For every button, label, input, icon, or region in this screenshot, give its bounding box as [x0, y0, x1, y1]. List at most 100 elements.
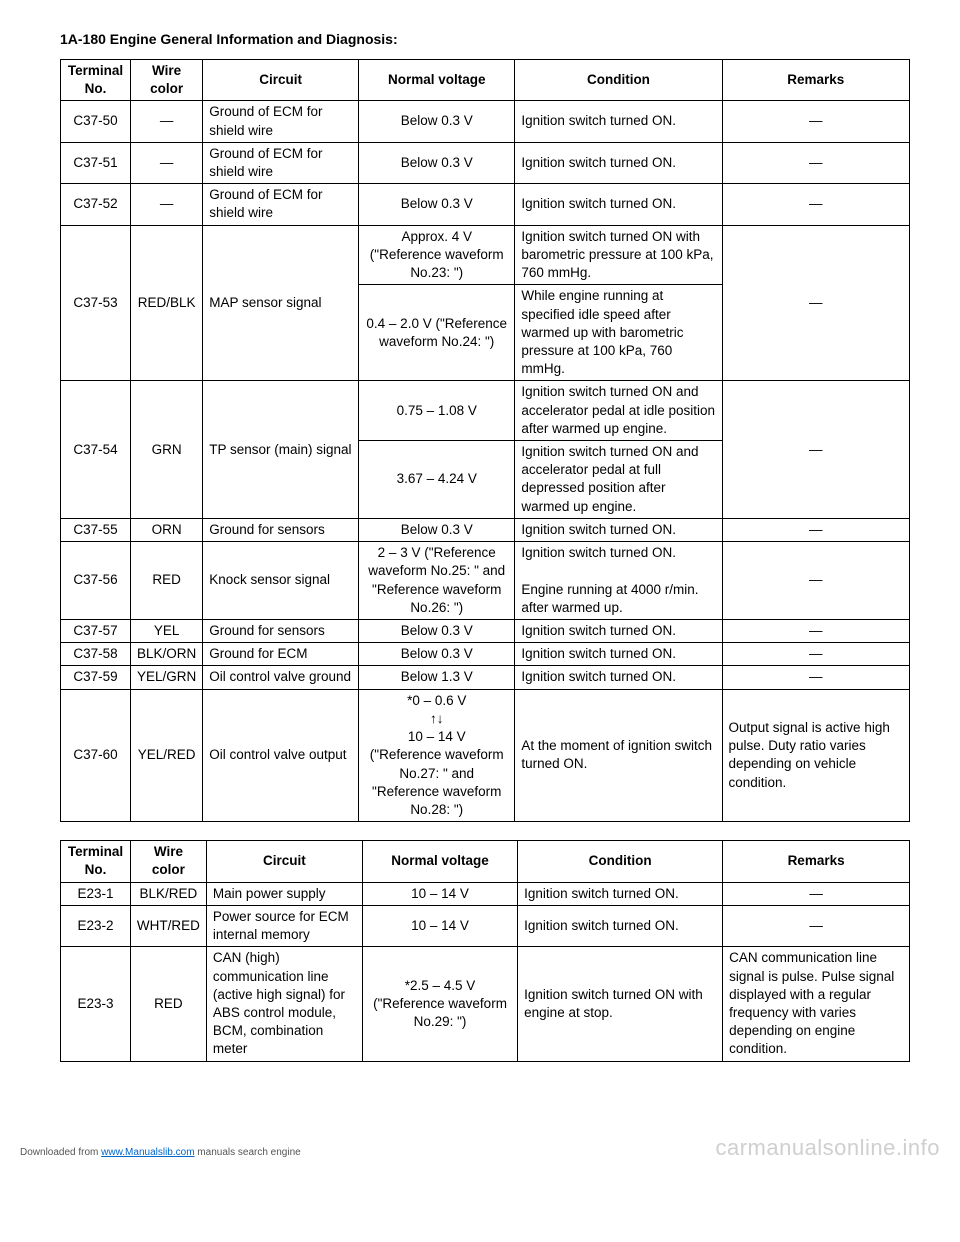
circuit: CAN (high) communication line (active hi… [206, 947, 362, 1061]
remarks: — [722, 225, 910, 381]
circuit: Ground of ECM for shield wire [203, 184, 359, 225]
col-remarks: Remarks [723, 841, 910, 882]
condition: Ignition switch turned ON. [515, 518, 722, 541]
table-row: C37-51 — Ground of ECM for shield wire B… [61, 142, 910, 183]
col-wire-color: Wire color [130, 841, 206, 882]
terminal-no: C37-53 [61, 225, 131, 381]
table-row: C37-60 YEL/RED Oil control valve output … [61, 689, 910, 822]
terminal-no: C37-55 [61, 518, 131, 541]
terminal-no: C37-57 [61, 620, 131, 643]
circuit: MAP sensor signal [203, 225, 359, 381]
wire-color: — [130, 142, 202, 183]
condition: Ignition switch turned ON. [515, 101, 722, 142]
circuit: Knock sensor signal [203, 542, 359, 620]
wire-color: BLK/RED [130, 882, 206, 905]
condition: Ignition switch turned ON. [515, 184, 722, 225]
remarks: — [722, 542, 910, 620]
condition: Ignition switch turned ON. [515, 643, 722, 666]
remarks: — [723, 882, 910, 905]
page-footer: Downloaded from www.Manualslib.com manua… [0, 1140, 960, 1170]
normal-voltage: Below 1.3 V [359, 666, 515, 689]
table-row: E23-3 RED CAN (high) communication line … [61, 947, 910, 1061]
table-row: E23-1 BLK/RED Main power supply 10 – 14 … [61, 882, 910, 905]
wire-color: RED/BLK [130, 225, 202, 381]
remarks: — [722, 666, 910, 689]
col-condition: Condition [518, 841, 723, 882]
circuit: Ground for ECM [203, 643, 359, 666]
normal-voltage: *0 – 0.6 V ↑↓ 10 – 14 V ("Reference wave… [359, 689, 515, 822]
page-content: 1A-180 Engine General Information and Di… [0, 0, 960, 1140]
table-row: C37-52 — Ground of ECM for shield wire B… [61, 184, 910, 225]
normal-voltage: Below 0.3 V [359, 518, 515, 541]
normal-voltage: 0.75 – 1.08 V [359, 381, 515, 441]
table-row: C37-58 BLK/ORN Ground for ECM Below 0.3 … [61, 643, 910, 666]
circuit: Main power supply [206, 882, 362, 905]
terminal-no: C37-54 [61, 381, 131, 519]
terminal-no: C37-59 [61, 666, 131, 689]
remarks: — [722, 101, 910, 142]
table-row: C37-50 — Ground of ECM for shield wire B… [61, 101, 910, 142]
table-header-row: Terminal No. Wire color Circuit Normal v… [61, 841, 910, 882]
table-row: E23-2 WHT/RED Power source for ECM inter… [61, 905, 910, 946]
terminal-table-1: Terminal No. Wire color Circuit Normal v… [60, 59, 910, 822]
normal-voltage: Below 0.3 V [359, 184, 515, 225]
col-terminal-no: Terminal No. [61, 59, 131, 100]
circuit: Power source for ECM internal memory [206, 905, 362, 946]
col-normal-voltage: Normal voltage [362, 841, 517, 882]
col-wire-color: Wire color [130, 59, 202, 100]
normal-voltage: Approx. 4 V ("Reference waveform No.23: … [359, 225, 515, 285]
wire-color: RED [130, 542, 202, 620]
wire-color: YEL [130, 620, 202, 643]
circuit: Oil control valve ground [203, 666, 359, 689]
normal-voltage: Below 0.3 V [359, 142, 515, 183]
table-row: C37-56 RED Knock sensor signal 2 – 3 V (… [61, 542, 910, 620]
circuit: Ground for sensors [203, 620, 359, 643]
wire-color: ORN [130, 518, 202, 541]
condition: At the moment of ignition switch turned … [515, 689, 722, 822]
condition: Ignition switch turned ON. [518, 905, 723, 946]
footer-link[interactable]: www.Manualslib.com [101, 1147, 194, 1158]
condition: Ignition switch turned ON. [515, 142, 722, 183]
col-terminal-no: Terminal No. [61, 841, 131, 882]
remarks: CAN communication line signal is pulse. … [723, 947, 910, 1061]
terminal-no: E23-2 [61, 905, 131, 946]
circuit: Ground of ECM for shield wire [203, 142, 359, 183]
condition: Ignition switch turned ON and accelerato… [515, 441, 722, 519]
col-condition: Condition [515, 59, 722, 100]
wire-color: BLK/ORN [130, 643, 202, 666]
wire-color: GRN [130, 381, 202, 519]
normal-voltage: Below 0.3 V [359, 643, 515, 666]
footer-suffix: manuals search engine [195, 1147, 301, 1158]
terminal-no: C37-51 [61, 142, 131, 183]
condition: Ignition switch turned ON. [515, 666, 722, 689]
wire-color: YEL/RED [130, 689, 202, 822]
condition: Ignition switch turned ON and accelerato… [515, 381, 722, 441]
watermark: carmanualsonline.info [715, 1133, 940, 1163]
remarks: — [723, 905, 910, 946]
condition: Ignition switch turned ON with barometri… [515, 225, 722, 285]
terminal-no: E23-3 [61, 947, 131, 1061]
normal-voltage: 10 – 14 V [362, 905, 517, 946]
normal-voltage: Below 0.3 V [359, 101, 515, 142]
table-header-row: Terminal No. Wire color Circuit Normal v… [61, 59, 910, 100]
footer-prefix: Downloaded from [20, 1147, 101, 1158]
condition: While engine running at specified idle s… [515, 285, 722, 381]
wire-color: WHT/RED [130, 905, 206, 946]
col-circuit: Circuit [206, 841, 362, 882]
col-remarks: Remarks [722, 59, 910, 100]
condition: Ignition switch turned ON with engine at… [518, 947, 723, 1061]
page-header: 1A-180 Engine General Information and Di… [60, 30, 910, 49]
col-normal-voltage: Normal voltage [359, 59, 515, 100]
circuit: Oil control valve output [203, 689, 359, 822]
remarks: Output signal is active high pulse. Duty… [722, 689, 910, 822]
remarks: — [722, 142, 910, 183]
terminal-no: C37-52 [61, 184, 131, 225]
terminal-table-2: Terminal No. Wire color Circuit Normal v… [60, 840, 910, 1061]
terminal-no: E23-1 [61, 882, 131, 905]
circuit: Ground of ECM for shield wire [203, 101, 359, 142]
remarks: — [722, 184, 910, 225]
table-row: C37-57 YEL Ground for sensors Below 0.3 … [61, 620, 910, 643]
normal-voltage: 0.4 – 2.0 V ("Reference waveform No.24: … [359, 285, 515, 381]
terminal-no: C37-58 [61, 643, 131, 666]
normal-voltage: 3.67 – 4.24 V [359, 441, 515, 519]
